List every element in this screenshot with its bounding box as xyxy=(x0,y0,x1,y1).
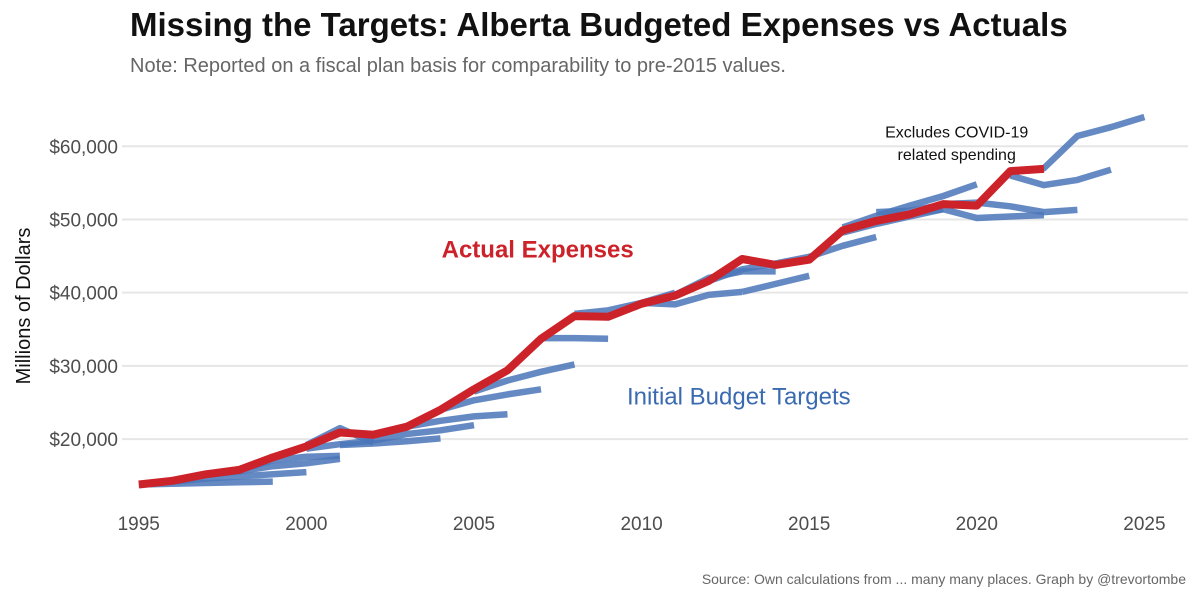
budget-target-line xyxy=(472,361,576,395)
y-axis-label: Millions of Dollars xyxy=(13,228,35,385)
budget-target-line xyxy=(841,181,978,231)
y-tick-label: $40,000 xyxy=(49,284,118,305)
annotations: Actual Expenses Initial Budget Targets Exc… xyxy=(442,124,1029,410)
y-tick-label: $60,000 xyxy=(49,137,118,158)
budget-target-line xyxy=(339,435,441,449)
budget-target-line xyxy=(372,421,475,444)
x-tick-label: 2015 xyxy=(788,514,830,535)
axes: $20,000 $30,000 $40,000 $50,000 $60,000 1995 2… xyxy=(13,137,1166,535)
chart-subtitle: Note: Reported on a fiscal plan basis fo… xyxy=(130,55,786,77)
budget-target-line xyxy=(541,334,609,343)
source-caption: Source: Own calculations from ... many m… xyxy=(701,571,1186,587)
budget-target-line xyxy=(741,272,810,296)
y-tick-label: $20,000 xyxy=(49,430,118,451)
budget-targets-label: Initial Budget Targets xyxy=(627,384,851,411)
budget-target-line xyxy=(406,410,508,430)
budget-target-line xyxy=(1010,113,1146,175)
chart-title: Missing the Targets: Alberta Budgeted Ex… xyxy=(130,6,1068,43)
actual-series xyxy=(138,164,1045,489)
x-tick-label: 1995 xyxy=(118,514,160,535)
covid-note-label: Excludes COVID-19 xyxy=(885,124,1028,141)
x-tick-label: 2025 xyxy=(1123,514,1165,535)
y-tick-label: $50,000 xyxy=(49,210,118,231)
budget-target-line xyxy=(439,386,542,413)
actual-expenses-label: Actual Expenses xyxy=(442,237,634,264)
x-tick-label: 2020 xyxy=(956,514,998,535)
x-tick-label: 2005 xyxy=(453,514,495,535)
y-tick-label: $30,000 xyxy=(49,357,118,378)
x-tick-label: 2000 xyxy=(285,514,327,535)
actual-expenses-line xyxy=(138,164,1045,489)
covid-note-label: related spending xyxy=(898,147,1016,164)
x-tick-label: 2010 xyxy=(620,514,662,535)
budget-target-line xyxy=(1009,166,1112,189)
